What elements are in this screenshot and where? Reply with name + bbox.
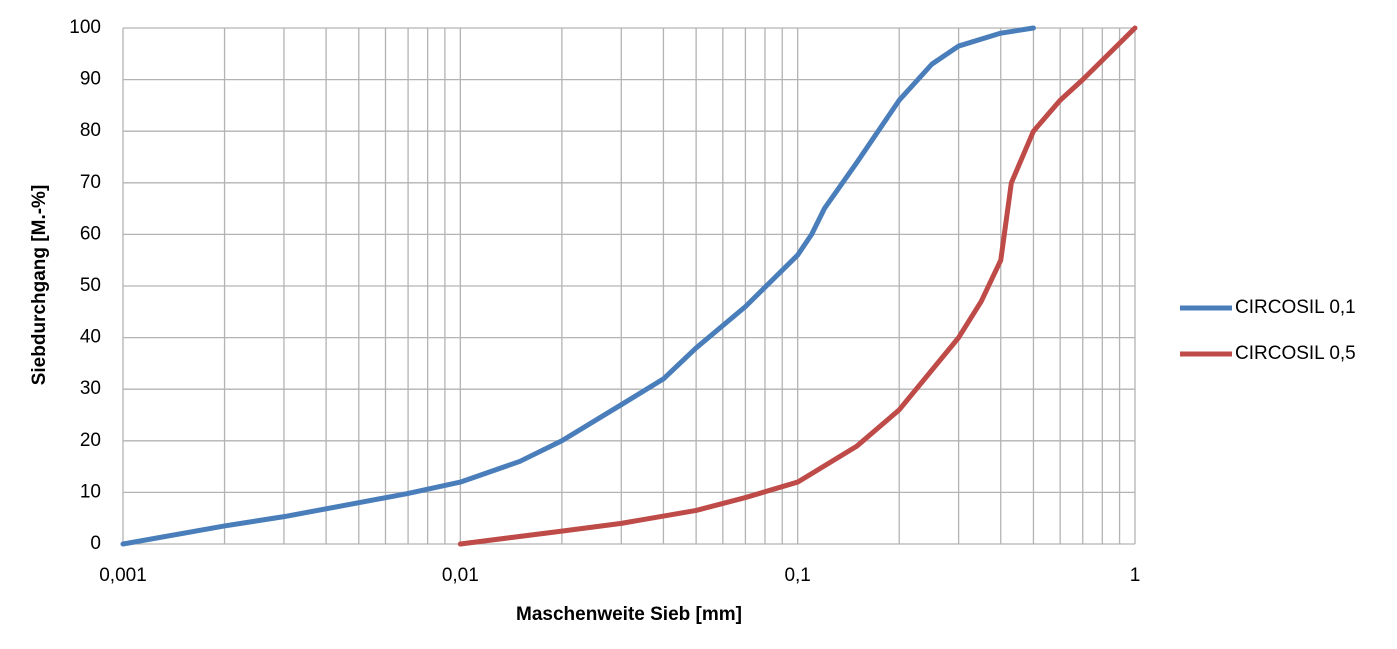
y-tick-label: 10 <box>80 481 101 502</box>
x-tick-label: 0,01 <box>442 565 479 586</box>
y-tick-label: 0 <box>90 533 101 554</box>
y-tick-label: 20 <box>80 430 101 451</box>
y-tick-label: 70 <box>80 172 101 193</box>
grid <box>122 27 1136 545</box>
series-line <box>120 25 1036 547</box>
x-tick-label: 0,1 <box>784 565 810 586</box>
legend-label: CIRCOSIL 0,5 <box>1235 343 1356 364</box>
x-axis-title: Maschenweite Sieb [mm] <box>516 604 742 625</box>
y-tick-label: 100 <box>69 17 101 38</box>
y-axis-title: Siebdurchgang [M.-%] <box>29 185 50 386</box>
y-tick-label: 50 <box>80 275 101 296</box>
legend-label: CIRCOSIL 0,1 <box>1235 297 1356 318</box>
x-tick-label: 0,001 <box>99 565 147 586</box>
y-tick-label: 30 <box>80 378 101 399</box>
series-line <box>457 25 1138 547</box>
y-tick-label: 90 <box>80 69 101 90</box>
y-tick-label: 40 <box>80 327 101 348</box>
y-tick-label: 60 <box>80 223 101 244</box>
y-tick-label: 80 <box>80 120 101 141</box>
x-tick-label: 1 <box>1130 565 1141 586</box>
